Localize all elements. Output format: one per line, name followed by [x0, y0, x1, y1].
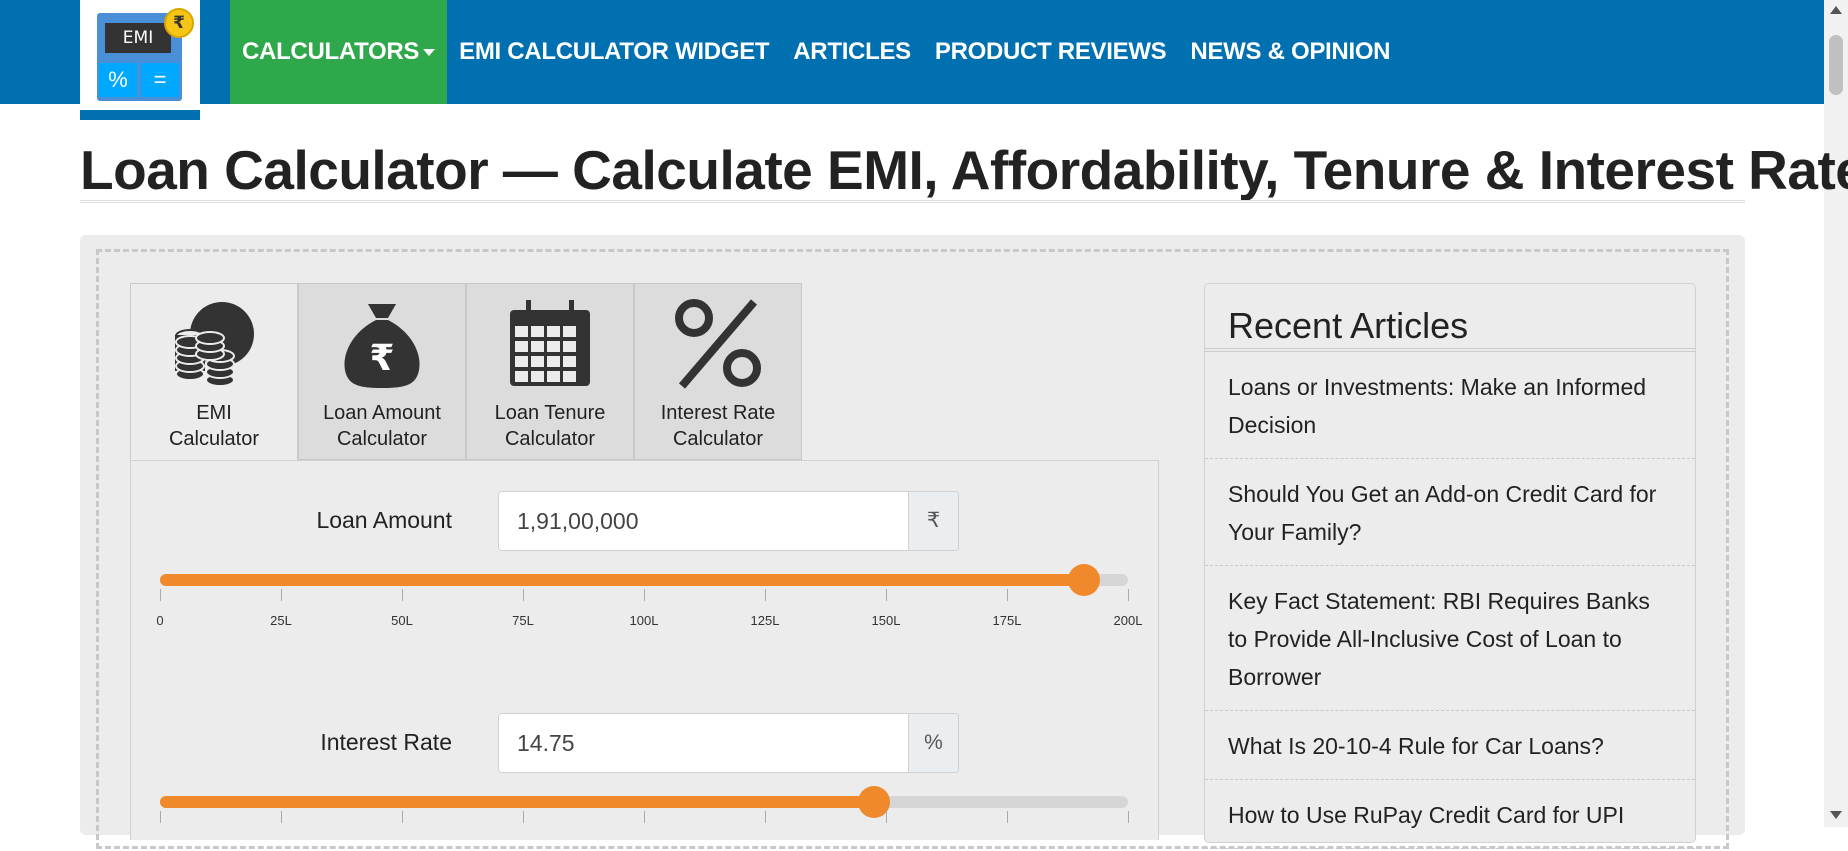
scale-tick-label: 50L [391, 613, 413, 628]
page-title: Loan Calculator — Calculate EMI, Afforda… [80, 139, 1848, 201]
scale-tick [886, 811, 887, 823]
nav-item-label: CALCULATORS [242, 38, 420, 65]
article-link[interactable]: Key Fact Statement: RBI Requires Banks t… [1205, 566, 1695, 711]
sidebar-title: Recent Articles [1228, 305, 1469, 346]
scale-tick-label: 125L [750, 613, 780, 628]
calculator-tabs: EMI Calculator ₹ Loan Amount Calculator Lo… [130, 283, 802, 460]
loan-amount-input-group: ₹ [498, 491, 959, 551]
scale-tick [1128, 589, 1129, 601]
nav-item-product-reviews[interactable]: PRODUCT REVIEWS [934, 38, 1167, 65]
main-nav: CALCULATORS EMI CALCULATOR WIDGET ARTICL… [230, 0, 1402, 104]
scroll-down-arrow-icon[interactable] [1830, 811, 1842, 819]
scale-tick-label: 175L [992, 613, 1022, 628]
scale-tick [886, 589, 887, 601]
interest-rate-input[interactable] [499, 714, 908, 772]
money-bag-icon: ₹ [344, 304, 420, 388]
svg-text:₹: ₹ [369, 338, 394, 379]
interest-rate-slider-fill [160, 796, 874, 808]
logo-equals-key: = [141, 63, 179, 97]
tab-loan-amount-calculator[interactable]: ₹ Loan Amount Calculator [298, 283, 466, 460]
loan-amount-slider-fill [160, 574, 1085, 586]
interest-rate-label: Interest Rate [320, 729, 452, 755]
sidebar-divider [1205, 348, 1695, 352]
interest-rate-input-group: % [498, 713, 959, 773]
scrollbar-thumb[interactable] [1829, 35, 1843, 95]
scale-tick [765, 811, 766, 823]
scale-tick-label: 100L [629, 613, 659, 628]
scale-tick-label: 200L [1113, 613, 1143, 628]
scale-tick [644, 811, 645, 823]
tab-interest-rate-calculator[interactable]: Interest Rate Calculator [634, 283, 802, 460]
scale-tick [644, 589, 645, 601]
top-navbar: EMI % = ₹ CALCULATORS EMI CALCULATOR WID… [0, 0, 1824, 120]
scroll-up-arrow-icon[interactable] [1830, 6, 1842, 14]
loan-amount-scale: 0 25L 50L 75L 100L 125L 150L 175L 200L [156, 589, 1142, 629]
scale-tick-label: 75L [512, 613, 534, 628]
scale-tick [1007, 589, 1008, 601]
tab-label: Loan Amount Calculator [323, 402, 441, 450]
loan-amount-input[interactable] [499, 492, 908, 550]
percent-icon [675, 299, 761, 389]
scale-tick [160, 589, 161, 601]
tab-label: Loan Tenure Calculator [494, 402, 606, 450]
interest-rate-scale [160, 811, 1129, 851]
nav-item-emi-calculator-widget[interactable]: EMI CALCULATOR WIDGET [459, 38, 770, 65]
percent-addon: % [908, 714, 958, 772]
interest-rate-slider-handle[interactable] [857, 786, 890, 818]
tab-emi-calculator[interactable]: EMI Calculator [130, 283, 298, 460]
scale-tick [523, 811, 524, 823]
scale-tick [1128, 811, 1129, 823]
article-link[interactable]: How to Use RuPay Credit Card for UPI [1205, 780, 1695, 849]
rupee-coin-icon: ₹ [164, 8, 194, 38]
interest-rate-slider[interactable] [160, 786, 1128, 818]
scale-tick-label: 150L [871, 613, 901, 628]
scale-tick [765, 589, 766, 601]
recent-articles-sidebar: Recent Articles Loans or Investments: Ma… [1204, 283, 1696, 849]
rupee-addon: ₹ [908, 492, 958, 550]
tab-label: Interest Rate Calculator [660, 402, 776, 450]
scale-tick-label: 0 [156, 613, 164, 628]
coins-icon [175, 302, 254, 387]
site-logo[interactable]: EMI % = ₹ [80, 0, 200, 120]
page-scrollbar[interactable] [1824, 0, 1848, 827]
scale-tick [402, 589, 403, 601]
title-divider [80, 200, 1745, 203]
nav-item-news-opinion[interactable]: NEWS & OPINION [1190, 38, 1391, 65]
scale-tick [523, 589, 524, 601]
article-link[interactable]: Loans or Investments: Make an Informed D… [1205, 352, 1695, 459]
scale-tick-label: 25L [270, 613, 292, 628]
nav-item-calculators[interactable]: CALCULATORS [230, 0, 448, 104]
loan-amount-slider[interactable] [160, 564, 1128, 596]
loan-amount-label: Loan Amount [316, 507, 452, 533]
scale-tick [1007, 811, 1008, 823]
nav-item-articles[interactable]: ARTICLES [793, 38, 911, 65]
article-link[interactable]: Should You Get an Add-on Credit Card for… [1205, 459, 1695, 566]
scale-tick [160, 811, 161, 823]
calendar-icon [510, 300, 590, 386]
tab-label: EMI Calculator [168, 402, 260, 450]
caret-down-icon [423, 49, 436, 57]
loan-amount-slider-handle[interactable] [1068, 564, 1101, 596]
scale-tick [281, 589, 282, 601]
scale-tick [402, 811, 403, 823]
scale-tick [281, 811, 282, 823]
logo-screen-text: EMI [105, 23, 171, 53]
logo-percent-key: % [99, 63, 137, 97]
tab-loan-tenure-calculator[interactable]: Loan Tenure Calculator [466, 283, 634, 460]
article-link[interactable]: What Is 20-10-4 Rule for Car Loans? [1205, 711, 1695, 780]
